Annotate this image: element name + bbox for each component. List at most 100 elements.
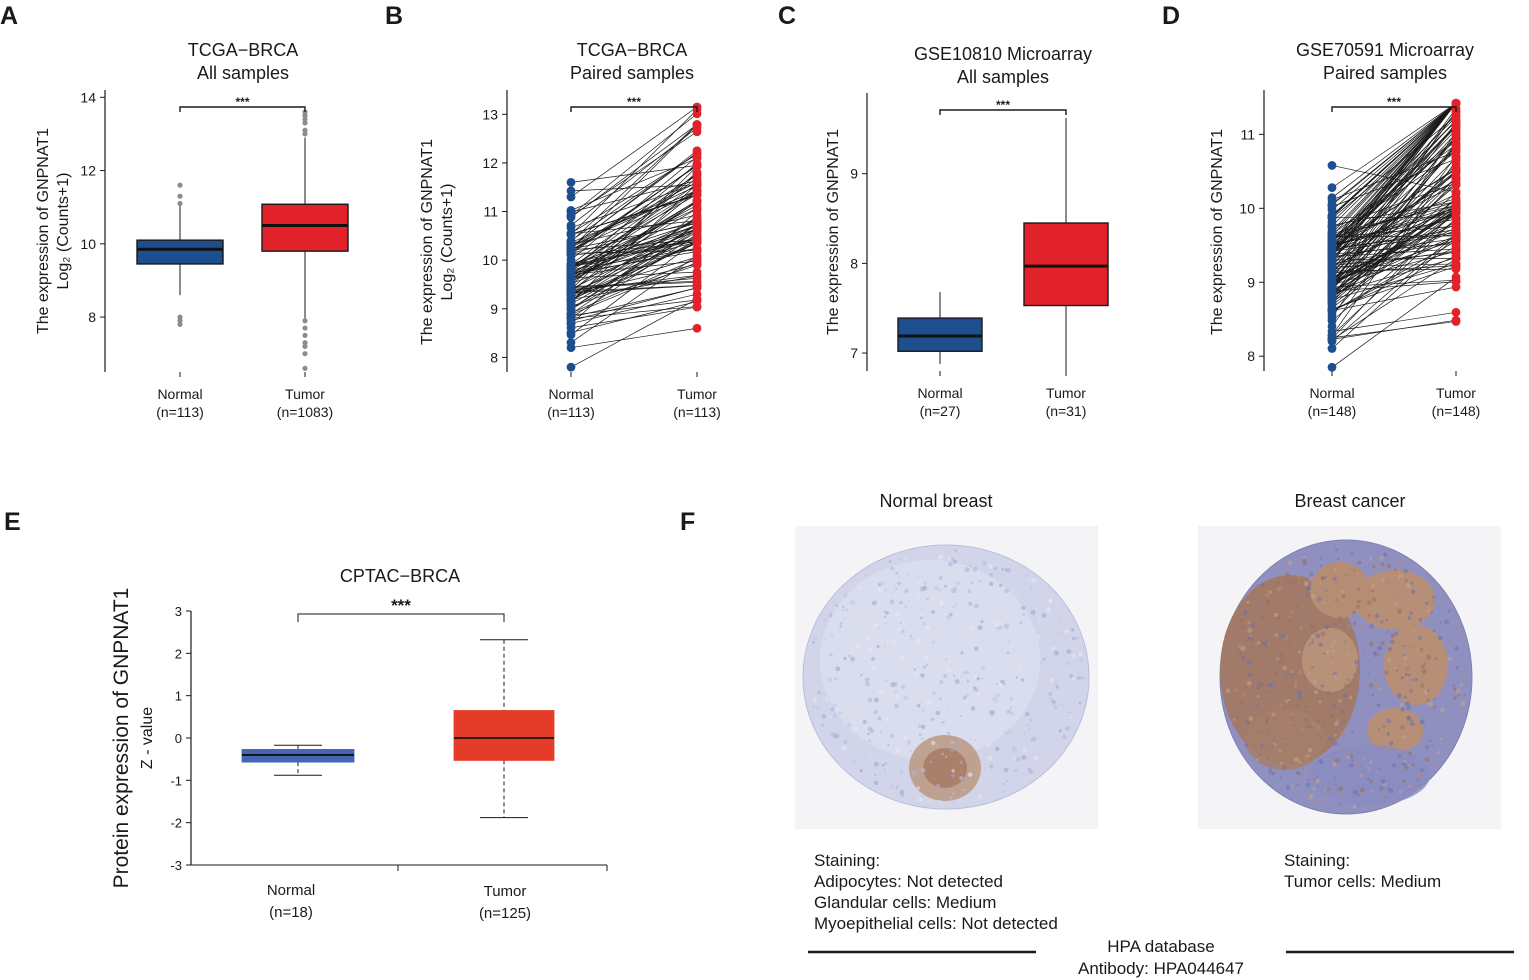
normal-tissue-speck — [1036, 634, 1041, 639]
cancer-tissue-speck — [1402, 735, 1406, 739]
normal-tissue-speck — [1003, 623, 1010, 629]
cancer-tissue-speck — [1424, 757, 1430, 762]
cancer-tissue-speck — [1350, 552, 1354, 556]
normal-tissue-speck — [939, 697, 942, 701]
cancer-tissue-speck — [1425, 745, 1430, 750]
cancer-tissue-speck — [1459, 683, 1463, 687]
normal-tissue-speck — [989, 764, 994, 769]
cancer-tissue-speck — [1347, 592, 1352, 597]
cancer-tissue-speck — [1463, 693, 1467, 697]
chart-d-pair-line — [1331, 103, 1457, 232]
chart-d-pair-line — [1331, 131, 1457, 318]
cancer-tissue-speck — [1292, 579, 1297, 584]
normal-tissue-speck — [1057, 667, 1060, 670]
cancer-tissue-speck — [1420, 605, 1425, 611]
cancer-tissue-speck — [1426, 698, 1430, 703]
normal-tissue-speck — [982, 790, 986, 794]
cancer-tissue-speck — [1369, 552, 1372, 554]
normal-tissue-speck — [987, 755, 993, 761]
cancer-tissue-speck — [1405, 766, 1409, 770]
normal-tissue-speck — [812, 705, 815, 708]
normal-tissue-speck — [1051, 699, 1055, 703]
cancer-tissue-speck — [1413, 630, 1417, 633]
cancer-tissue-speck — [1386, 663, 1390, 667]
cancer-tissue-speck — [1399, 678, 1402, 681]
normal-tissue-speck — [943, 674, 948, 678]
chart-d-tumor-point — [1451, 127, 1461, 137]
chart-b-normal-point — [566, 177, 576, 187]
cancer-tissue-speck — [1276, 587, 1281, 592]
chart-a-tumor-outlier — [302, 113, 308, 119]
normal-tissue-speck — [833, 713, 837, 718]
cancer-tissue-speck — [1298, 626, 1304, 631]
cancer-tissue-speck — [1331, 655, 1335, 659]
chart-e-y-tick-label: 2 — [175, 646, 182, 661]
normal-tissue-speck — [925, 625, 931, 631]
normal-tissue-speck — [938, 799, 941, 803]
cancer-tissue-speck — [1245, 720, 1249, 725]
chart-b-tumor-point — [692, 189, 702, 199]
chart-d-tumor-point — [1451, 218, 1461, 227]
cancer-tissue-speck — [1401, 676, 1404, 680]
cancer-tissue-speck — [1405, 667, 1410, 673]
chart-b-n-normal: (n=113) — [547, 404, 595, 420]
cancer-tissue-speck — [1353, 673, 1356, 676]
cancer-tissue-speck — [1431, 744, 1434, 747]
chart-c-cat-normal: Normal — [917, 385, 962, 401]
cancer-tissue-speck — [1388, 788, 1394, 793]
cancer-tissue-speck — [1359, 773, 1363, 778]
chart-b-tumor-point — [692, 234, 702, 244]
cancer-tissue-speck — [1261, 616, 1264, 620]
cancer-tissue-speck — [1376, 653, 1381, 658]
normal-tissue-speck — [832, 703, 837, 708]
cancer-tissue-speck — [1266, 731, 1269, 733]
cancer-tissue-speck — [1409, 689, 1413, 693]
cancer-tissue-speck — [1361, 757, 1365, 760]
normal-tissue-speck — [939, 680, 944, 684]
cancer-tissue-speck — [1260, 641, 1263, 643]
chart-d-pair-line — [1331, 218, 1457, 336]
normal-tissue-speck — [951, 769, 955, 773]
chart-b-pair-line — [570, 287, 698, 322]
normal-tissue-speck — [829, 613, 833, 618]
cancer-tissue-speck — [1345, 574, 1348, 577]
cancer-tissue-speck — [1371, 693, 1375, 697]
normal-tissue-speck — [1004, 568, 1008, 572]
chart-d-pair-line — [1331, 279, 1457, 288]
cancer-tissue-speck — [1386, 630, 1389, 633]
chart-b-tumor-point — [692, 167, 702, 177]
cancer-tissue-speck — [1367, 769, 1371, 773]
chart-d-normal-point — [1327, 258, 1337, 268]
normal-tissue-speck — [895, 587, 898, 591]
cancer-tissue-speck — [1344, 677, 1349, 682]
cancer-tissue-core — [1219, 539, 1473, 815]
chart-d-tumor-point — [1451, 239, 1461, 248]
normal-tissue-speck — [1071, 677, 1076, 681]
chart-b-pair-line — [570, 190, 698, 292]
normal-tissue-speck — [1010, 706, 1013, 709]
chart-e-significance-bracket — [297, 613, 505, 622]
normal-tissue-speck — [1015, 675, 1019, 679]
cancer-tissue-speck — [1287, 644, 1291, 648]
cancer-tissue-speck — [1403, 695, 1407, 699]
cancer-tissue-speck — [1340, 731, 1346, 737]
normal-tissue-speck — [922, 665, 927, 669]
cancer-tissue-speck — [1447, 656, 1452, 662]
chart-d-normal-point — [1327, 321, 1337, 331]
normal-tissue-speck — [1049, 696, 1054, 701]
normal-tissue-speck — [846, 722, 852, 728]
chart-d-pair-line — [1331, 265, 1457, 310]
normal-tissue-speck — [966, 679, 970, 683]
chart-a-significance-bracket — [179, 106, 306, 112]
cancer-tissue-speck — [1318, 700, 1322, 704]
cancer-tissue-speck — [1334, 598, 1338, 602]
cancer-tissue-speck — [1306, 586, 1312, 591]
cancer-tissue-speck — [1304, 648, 1307, 651]
cancer-tissue-speck — [1248, 716, 1254, 721]
normal-tissue-speck — [903, 653, 905, 656]
normal-tissue-speck — [1058, 729, 1063, 733]
cancer-tissue-speck — [1410, 719, 1413, 722]
chart-d-normal-point — [1327, 220, 1337, 230]
chart-d-normal-point — [1327, 362, 1337, 372]
chart-b-normal-point — [566, 278, 576, 287]
